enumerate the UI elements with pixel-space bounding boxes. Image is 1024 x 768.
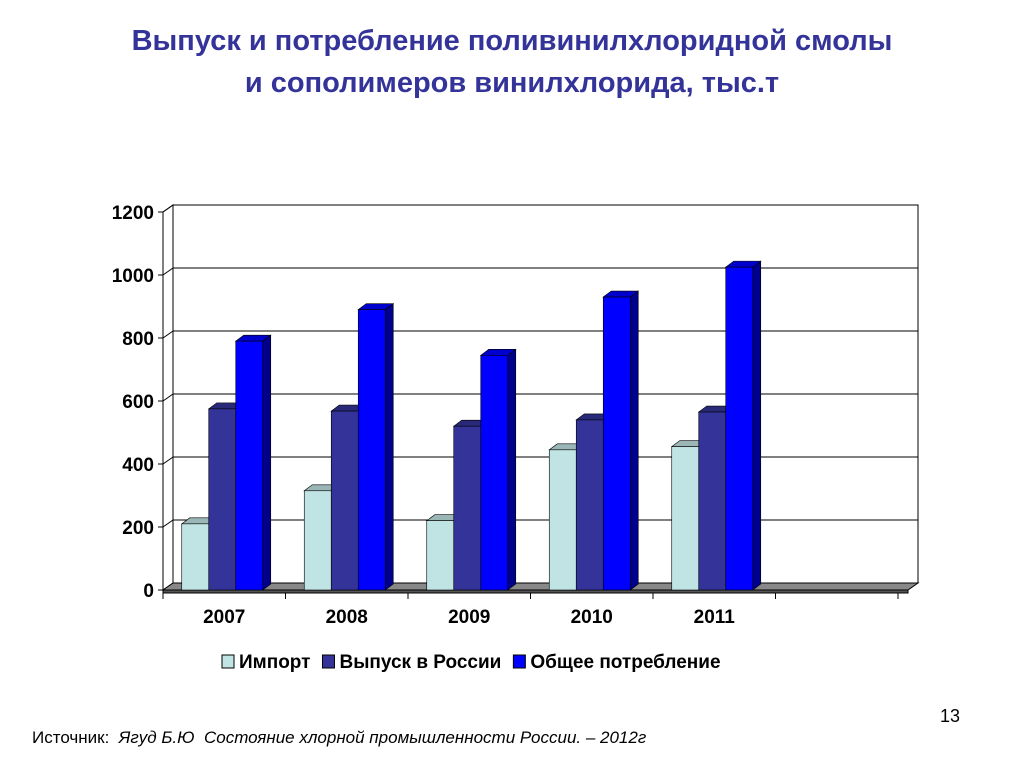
gridline-side bbox=[162, 456, 174, 465]
gridline-side bbox=[162, 267, 174, 276]
bar-side bbox=[507, 348, 517, 591]
bar bbox=[480, 355, 509, 591]
y-tick-label: 0 bbox=[143, 581, 154, 602]
bar bbox=[235, 340, 264, 591]
y-tick-label: 600 bbox=[122, 392, 154, 413]
legend-swatch bbox=[512, 654, 526, 669]
legend-swatch bbox=[321, 654, 335, 669]
bar bbox=[426, 520, 455, 591]
legend-label: Импорт bbox=[239, 652, 310, 673]
source-work: Состояние хлорной промышленности России.… bbox=[203, 728, 647, 747]
title-line-1: Выпуск и потребление поливинилхлоридной … bbox=[131, 25, 893, 57]
x-category-label: 2008 bbox=[326, 607, 368, 628]
title-line-2: и сополимеров винилхлорида, тыс.т bbox=[244, 67, 780, 99]
bar bbox=[602, 296, 631, 591]
bar bbox=[181, 523, 210, 591]
y-tick-label: 400 bbox=[122, 455, 154, 476]
bar bbox=[725, 266, 754, 591]
y-tick-label: 800 bbox=[122, 329, 154, 350]
bar bbox=[671, 446, 700, 591]
bar-side bbox=[629, 290, 639, 591]
slide-title: Выпуск и потребление поливинилхлоридной … bbox=[40, 20, 984, 104]
gridline-side bbox=[162, 519, 174, 528]
bar-side bbox=[752, 260, 762, 591]
legend-swatch bbox=[221, 654, 235, 669]
legend-label: Общее потребление bbox=[530, 652, 720, 673]
source-author: Ягуд Б.Ю bbox=[118, 728, 195, 747]
legend-label: Выпуск в России bbox=[339, 652, 501, 673]
plot-floor-edge bbox=[162, 589, 909, 594]
bar bbox=[575, 419, 604, 591]
bar bbox=[330, 410, 359, 591]
bar bbox=[208, 408, 237, 591]
bar bbox=[548, 449, 577, 591]
bar bbox=[453, 425, 482, 591]
x-category-label: 2010 bbox=[571, 607, 613, 628]
y-tick-label: 1200 bbox=[112, 203, 154, 224]
bar-side bbox=[262, 334, 272, 591]
slide-number: 13 bbox=[939, 706, 960, 726]
source-label: Источник: bbox=[32, 728, 110, 747]
y-tick-label: 200 bbox=[122, 518, 154, 539]
gridline-side bbox=[162, 204, 174, 213]
x-category-label: 2009 bbox=[448, 607, 490, 628]
bar bbox=[698, 411, 727, 591]
plot-floor bbox=[161, 582, 920, 591]
gridline-side bbox=[162, 330, 174, 339]
bar bbox=[303, 490, 332, 591]
x-category-label: 2011 bbox=[694, 607, 736, 628]
bar-side bbox=[384, 303, 394, 591]
source-citation: Источник: Ягуд Б.Ю Состояние хлорной про… bbox=[32, 728, 646, 748]
y-tick-label: 1000 bbox=[112, 266, 154, 287]
x-category-label: 2007 bbox=[203, 607, 245, 628]
bar bbox=[357, 309, 386, 591]
gridline-side bbox=[162, 393, 174, 402]
